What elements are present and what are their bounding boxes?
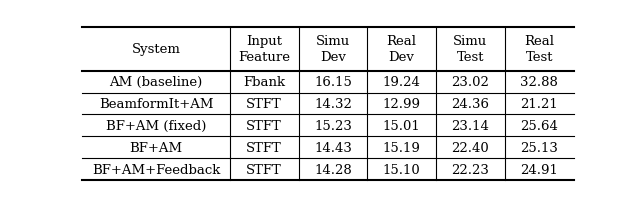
Text: 15.01: 15.01	[383, 119, 420, 132]
Text: STFT: STFT	[246, 141, 282, 154]
Text: 22.23: 22.23	[451, 163, 490, 176]
Text: Real
Dev: Real Dev	[387, 35, 417, 64]
Text: 15.19: 15.19	[383, 141, 420, 154]
Text: 16.15: 16.15	[314, 76, 352, 89]
Text: STFT: STFT	[246, 119, 282, 132]
Text: 23.02: 23.02	[451, 76, 490, 89]
Text: BeamformIt+AM: BeamformIt+AM	[99, 98, 213, 110]
Text: BF+AM: BF+AM	[129, 141, 182, 154]
Text: 25.13: 25.13	[520, 141, 558, 154]
Text: STFT: STFT	[246, 98, 282, 110]
Text: 12.99: 12.99	[383, 98, 420, 110]
Text: 15.10: 15.10	[383, 163, 420, 176]
Text: 14.32: 14.32	[314, 98, 352, 110]
Text: 25.64: 25.64	[520, 119, 558, 132]
Text: 24.91: 24.91	[520, 163, 558, 176]
Text: 24.36: 24.36	[451, 98, 490, 110]
Text: Fbank: Fbank	[243, 76, 285, 89]
Text: System: System	[132, 43, 180, 56]
Text: 23.14: 23.14	[451, 119, 490, 132]
Text: 15.23: 15.23	[314, 119, 352, 132]
Text: AM (baseline): AM (baseline)	[109, 76, 203, 89]
Text: 14.43: 14.43	[314, 141, 352, 154]
Text: Simu
Dev: Simu Dev	[316, 35, 350, 64]
Text: 22.40: 22.40	[452, 141, 489, 154]
Text: 21.21: 21.21	[520, 98, 558, 110]
Text: Real
Test: Real Test	[524, 35, 554, 64]
Text: Simu
Test: Simu Test	[453, 35, 488, 64]
Text: STFT: STFT	[246, 163, 282, 176]
Text: 14.28: 14.28	[314, 163, 352, 176]
Text: BF+AM (fixed): BF+AM (fixed)	[106, 119, 206, 132]
Text: Input
Feature: Input Feature	[238, 35, 290, 64]
Text: 19.24: 19.24	[383, 76, 420, 89]
Text: BF+AM+Feedback: BF+AM+Feedback	[92, 163, 220, 176]
Text: 32.88: 32.88	[520, 76, 558, 89]
